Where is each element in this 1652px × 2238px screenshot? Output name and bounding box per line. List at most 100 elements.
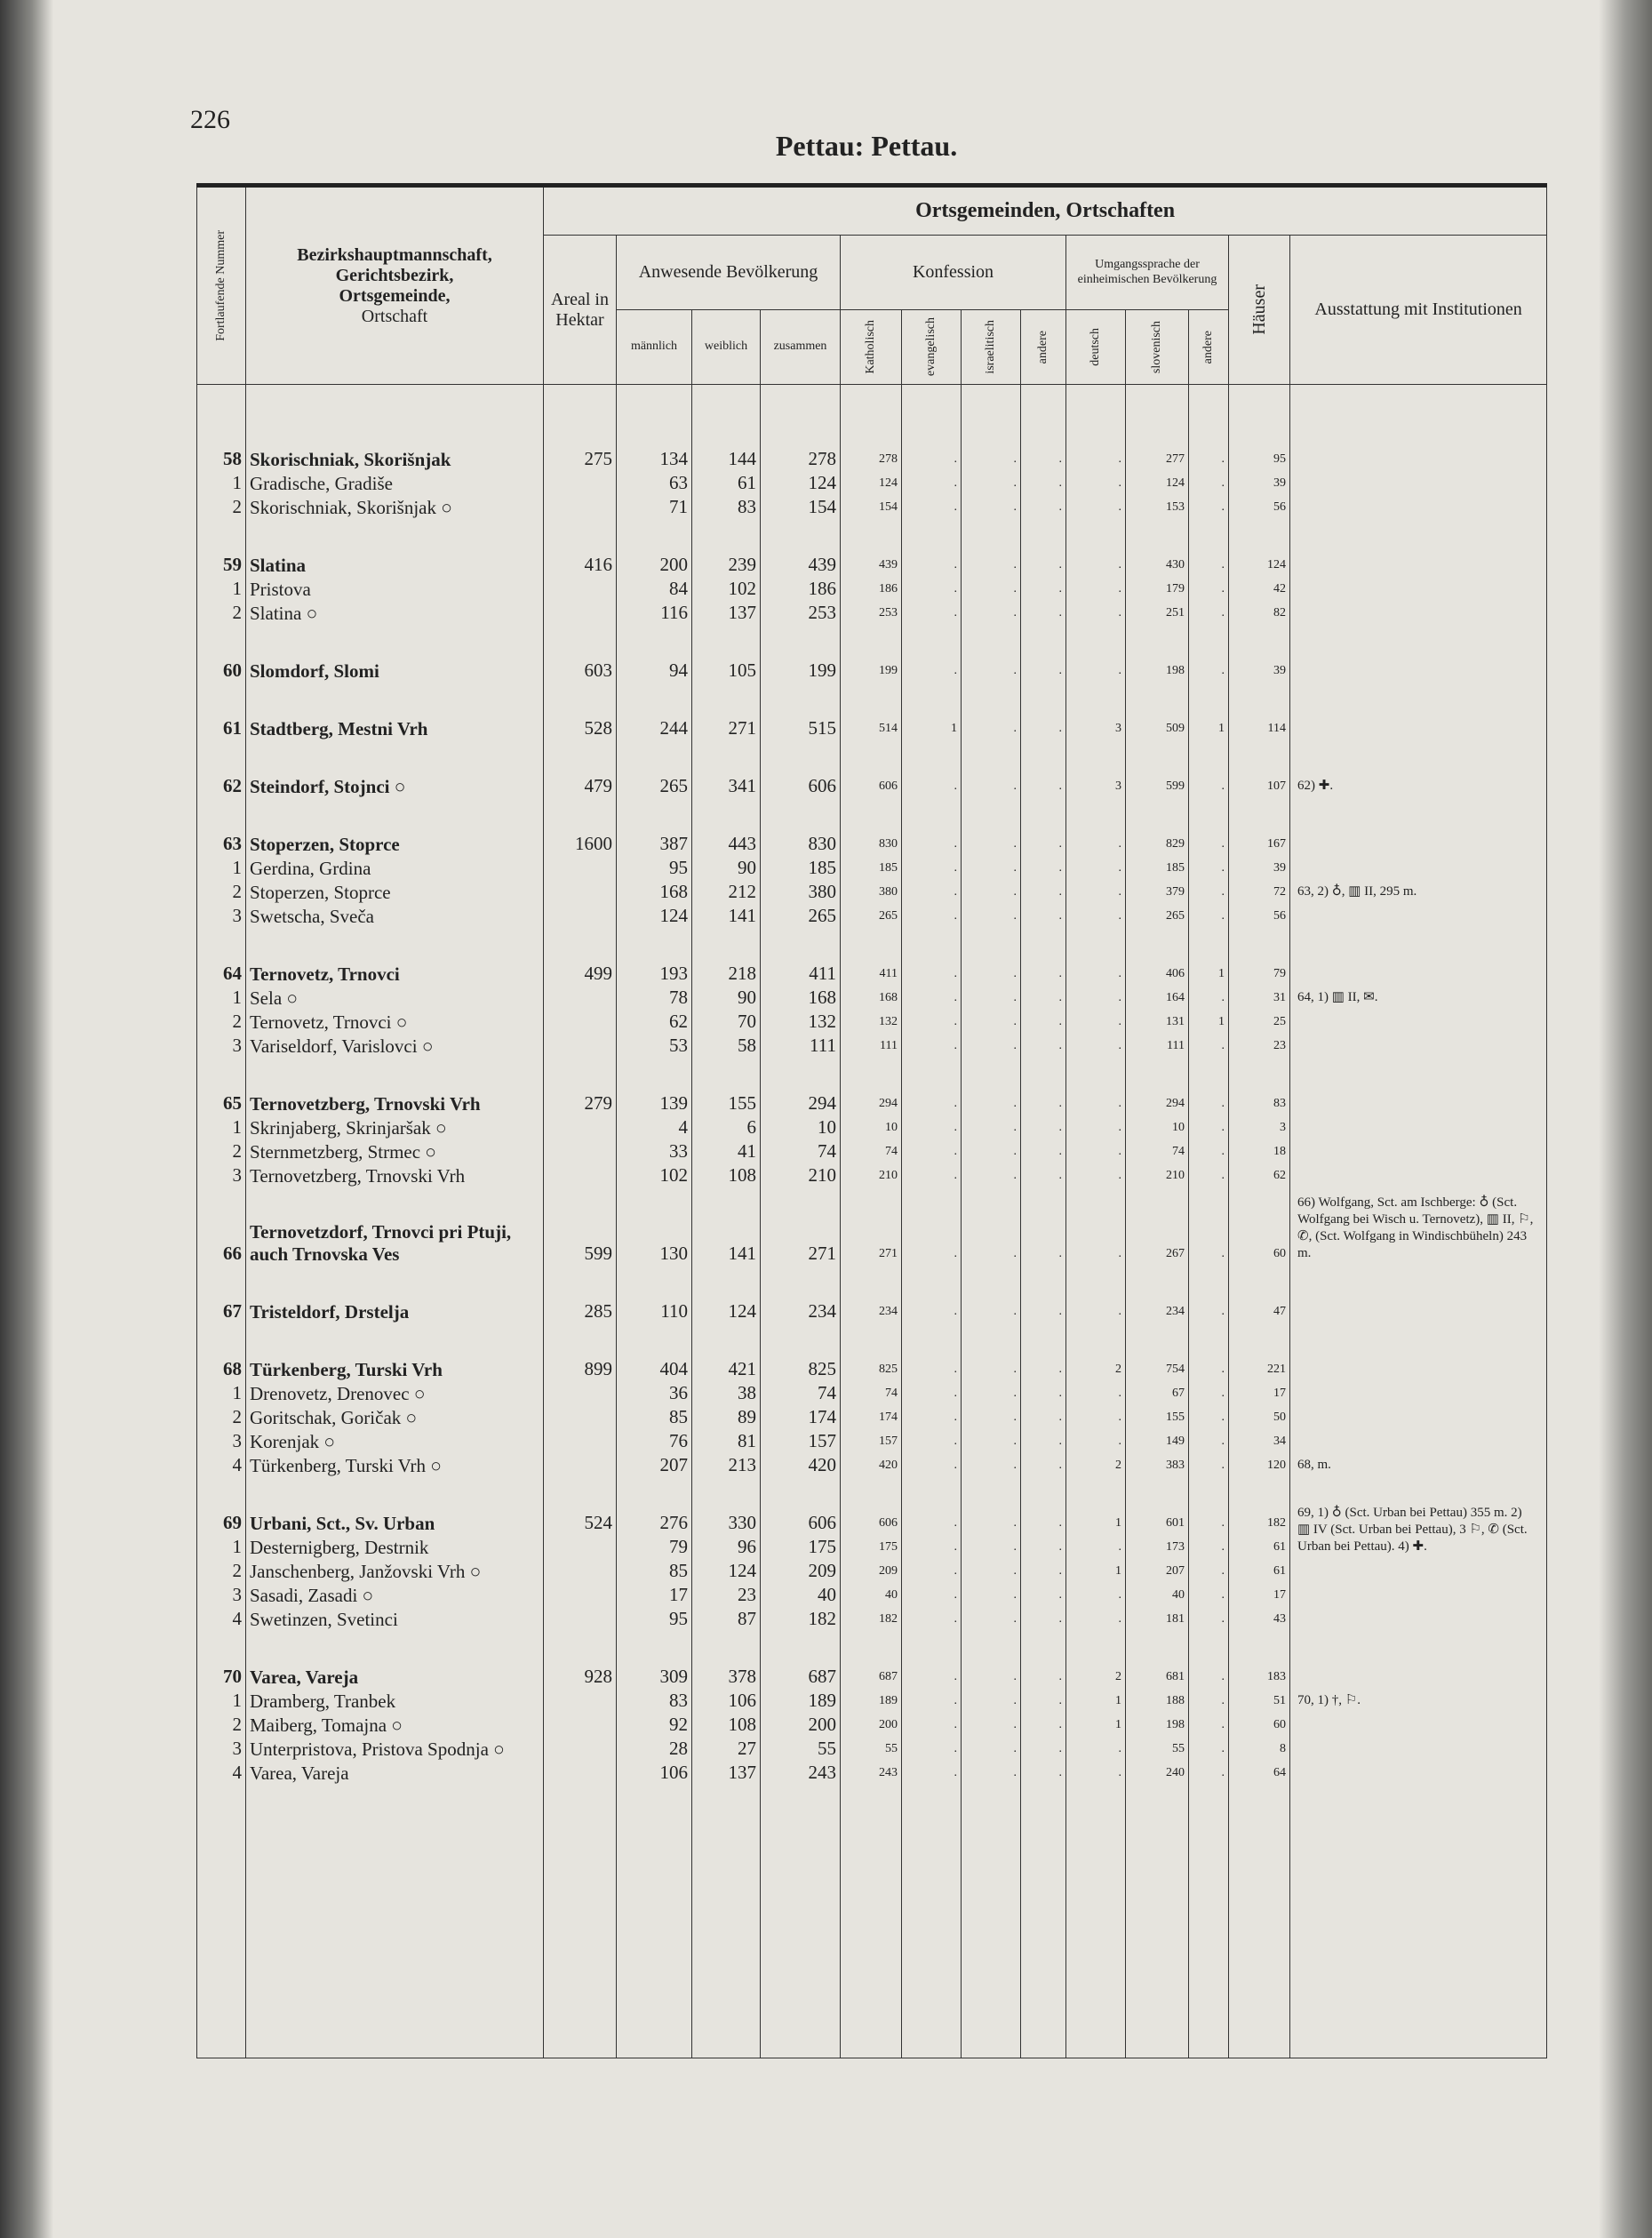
table-cell: 124	[760, 471, 841, 495]
table-row: 61 Stadtberg, Mestni Vrh 528 244 271 515 514 1.…	[196, 683, 1548, 740]
table-cell: 74	[760, 1381, 841, 1405]
table-cell: 90	[691, 986, 761, 1010]
table-cell: .	[961, 1689, 1021, 1713]
table-cell: .	[961, 856, 1021, 880]
table-cell: 188	[1125, 1689, 1189, 1713]
scan-edge	[0, 0, 53, 2238]
table-cell: .	[1020, 1405, 1066, 1429]
table-cell: .	[961, 1058, 1021, 1115]
table-cell: 181	[1125, 1607, 1189, 1631]
table-cell: 157	[840, 1429, 902, 1453]
table-cell: 10	[840, 1115, 902, 1139]
table-cell: 599	[543, 1187, 617, 1266]
table-cell: .	[1020, 577, 1066, 601]
table-cell: 687	[840, 1631, 902, 1689]
table-cell: 210	[840, 1163, 902, 1187]
table-cell: .	[1188, 798, 1229, 856]
header-cell: Bezirkshauptmannschaft, Gerichtsbezirk, …	[245, 185, 544, 385]
table-cell: .	[1020, 880, 1066, 904]
table-cell: 61	[1228, 1559, 1290, 1583]
table-cell: 1	[1188, 1010, 1229, 1034]
table-cell: 82	[1228, 601, 1290, 625]
table-cell: 120	[1228, 1453, 1290, 1477]
table-cell	[1289, 1429, 1548, 1453]
table-row: 4 Swetinzen, Svetinci 95 87 182 182.... 181. 43	[196, 1607, 1548, 1631]
header-text: Gerichtsbezirk,	[335, 265, 454, 285]
table-cell	[1289, 1115, 1548, 1139]
table-cell: 420	[760, 1453, 841, 1477]
table-cell: 182	[1228, 1477, 1290, 1535]
table-cell: .	[1188, 1607, 1229, 1631]
table-cell: Tristeldorf, Drstelja	[245, 1266, 544, 1323]
table-cell: 2	[1065, 1453, 1126, 1477]
table-cell: .	[1188, 1453, 1229, 1477]
table-cell: 271	[840, 1187, 902, 1266]
table-cell: .	[901, 928, 962, 986]
table-cell: 41	[691, 1139, 761, 1163]
table-row: 1 Pristova 84 102 186 186.... 179. 42	[196, 577, 1548, 601]
table-cell: Sasadi, Zasadi ○	[245, 1583, 544, 1607]
table-cell: 168	[840, 986, 902, 1010]
table-cell	[1289, 1266, 1548, 1323]
table-cell: Urbani, Sct., Sv. Urban	[245, 1477, 544, 1535]
header-text: Ortsgemeinde,	[339, 285, 451, 306]
table-row: 60 Slomdorf, Slomi 603 94 105 199 199.... 198. 3…	[196, 625, 1548, 683]
table-row: 3 Korenjak ○ 76 81 157 157.... 149. 34	[196, 1429, 1548, 1453]
table-cell: .	[1188, 1323, 1229, 1381]
table-cell: 64	[196, 928, 246, 986]
table-cell: 68, m.	[1289, 1453, 1548, 1477]
table-cell: 210	[760, 1163, 841, 1187]
table-cell: 39	[1228, 625, 1290, 683]
table-cell: .	[901, 1139, 962, 1163]
table-cell: .	[901, 1187, 962, 1266]
table-cell: 294	[840, 1058, 902, 1115]
table-cell: .	[1020, 856, 1066, 880]
table-row: 2 Stoperzen, Stoprce 168 212 380 380.... 379. 7…	[196, 880, 1548, 904]
table-cell: 87	[691, 1607, 761, 1631]
page-title: Pettau: Pettau.	[775, 130, 958, 162]
table-cell: .	[901, 1689, 962, 1713]
table-row: 66 Ternovetzdorf, Trnovci pri Ptuji, auch…	[196, 1187, 1548, 1266]
table-cell: .	[961, 384, 1021, 471]
table-cell	[1289, 928, 1548, 986]
table-cell: .	[961, 519, 1021, 577]
table-cell: 108	[691, 1163, 761, 1187]
table-row: 62 Steindorf, Stojnci ○ 479 265 341 606 606...…	[196, 740, 1548, 798]
table-cell: 50	[1228, 1405, 1290, 1429]
table-cell: .	[901, 1631, 962, 1689]
table-cell: 754	[1125, 1323, 1189, 1381]
table-cell: 124	[840, 471, 902, 495]
table-cell: 111	[760, 1034, 841, 1058]
table-cell: Swetinzen, Svetinci	[245, 1607, 544, 1631]
table-cell: 66) Wolfgang, Sct. am Ischberge: ♁ (Sct.…	[1289, 1187, 1548, 1266]
table-row: 3 Sasadi, Zasadi ○ 17 23 40 40.... 40. 17	[196, 1583, 1548, 1607]
table-cell: 209	[760, 1559, 841, 1583]
table-cell: 430	[1125, 519, 1189, 577]
table-cell: 64	[1228, 1761, 1290, 1785]
table-cell: 524	[543, 1477, 617, 1535]
table-cell: 4	[196, 1607, 246, 1631]
header-text: andere	[1201, 330, 1215, 364]
table-cell	[1289, 1058, 1548, 1115]
table-row: 2 Ternovetz, Trnovci ○ 62 70 132 132.... 131 1 2…	[196, 1010, 1548, 1034]
table-cell: 830	[840, 798, 902, 856]
header-cell: Konfession	[840, 235, 1066, 310]
table-cell: .	[961, 1429, 1021, 1453]
table-row: 2 Maiberg, Tomajna ○ 92 108 200 200... 1 198. 60	[196, 1713, 1548, 1737]
table-row: 2 Slatina ○ 116 137 253 253.... 251. 82	[196, 601, 1548, 625]
table-cell: 55	[760, 1737, 841, 1761]
table-cell	[543, 904, 617, 928]
table-cell: .	[1065, 519, 1126, 577]
table-cell: .	[1020, 1689, 1066, 1713]
table-cell: 3	[196, 1163, 246, 1187]
table-cell: 96	[691, 1535, 761, 1559]
table-cell: 243	[760, 1761, 841, 1785]
table-cell: Varea, Vareja	[245, 1631, 544, 1689]
table-cell: 134	[616, 384, 692, 471]
table-cell	[543, 1785, 617, 2058]
table-cell: .	[901, 1381, 962, 1405]
table-cell: 137	[691, 601, 761, 625]
table-cell: .	[1020, 1381, 1066, 1405]
table-cell: .	[961, 904, 1021, 928]
